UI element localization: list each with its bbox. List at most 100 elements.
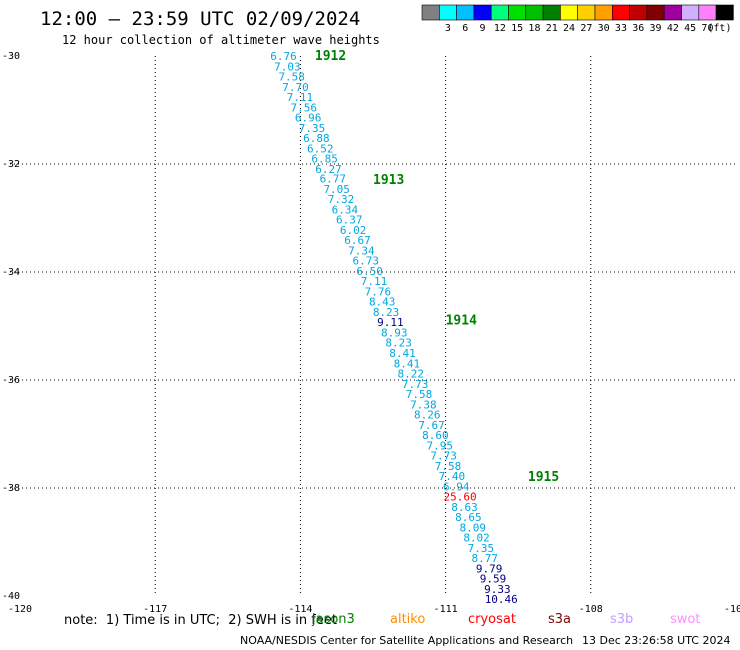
track-id-label: 1914 xyxy=(446,314,477,329)
track-id-label: 1912 xyxy=(315,49,346,64)
colorbar-tick-label: 6 xyxy=(462,23,468,34)
x-tick-label: -117 xyxy=(143,604,167,615)
swh-data-label: 8.09 xyxy=(459,521,486,534)
colorbar-tick-label: 70 xyxy=(701,23,713,34)
swh-data-label: 7.70 xyxy=(282,81,309,94)
colorbar-tick-label: 9 xyxy=(480,23,486,34)
mission-label-swot: swot xyxy=(670,612,701,627)
swh-data-label: 7.58 xyxy=(435,460,462,473)
swh-data-label: 7.76 xyxy=(365,285,392,298)
colorbar-tick-label: 15 xyxy=(511,23,523,34)
colorbar-tick-label: 45 xyxy=(684,23,696,34)
swh-data-label: 7.35 xyxy=(468,542,495,555)
colorbar-tick-label: 36 xyxy=(632,23,644,34)
swh-data-label: 10.46 xyxy=(485,593,518,606)
swh-data-label: 7.34 xyxy=(348,244,375,257)
swh-data-label: 7.11 xyxy=(287,91,314,104)
y-tick-label: -34 xyxy=(2,267,20,278)
swh-data-label: 6.37 xyxy=(336,214,363,227)
mission-label-s3b: s3b xyxy=(610,612,634,627)
swh-data-label: 9.59 xyxy=(480,573,507,586)
swh-data-label: 7.40 xyxy=(439,470,466,483)
swh-data-label: 6.76 xyxy=(270,50,297,63)
swh-data-label: 7.05 xyxy=(323,183,350,196)
y-tick-label: -40 xyxy=(2,591,20,602)
swh-data-label: 7.58 xyxy=(278,71,305,84)
swh-data-label: 6.88 xyxy=(303,132,330,145)
swh-data-label: 8.41 xyxy=(394,357,421,370)
x-tick-label: -108 xyxy=(579,604,603,615)
swh-data-label: 8.23 xyxy=(385,337,412,350)
colorbar-tick-label: 42 xyxy=(667,23,679,34)
colorbar-unit-label: (ft) xyxy=(707,23,731,34)
swh-data-label: 9.79 xyxy=(476,562,503,575)
swh-data-label: 8.93 xyxy=(381,326,408,339)
swh-data-label: 6.67 xyxy=(344,234,371,247)
track-id-label: 1915 xyxy=(528,470,559,485)
mission-label-altiko: altiko xyxy=(390,612,426,627)
y-tick-label: -32 xyxy=(2,159,20,170)
footer-note: note: 1) Time is in UTC; 2) SWH is in fe… xyxy=(64,613,337,628)
swh-data-label: 8.26 xyxy=(414,409,441,422)
swh-data-label: 7.56 xyxy=(291,101,318,114)
swh-data-label: 8.77 xyxy=(472,552,499,565)
colorbar-tick-label: 18 xyxy=(528,23,540,34)
chart-title: 12:00 — 23:59 UTC 02/09/2024 xyxy=(40,8,361,30)
colorbar-tick-label: 12 xyxy=(494,23,506,34)
generated-timestamp: 13 Dec 23:26:58 UTC 2024 xyxy=(582,634,731,647)
x-tick-label: -111 xyxy=(434,604,458,615)
colorbar-tick-label: 24 xyxy=(563,23,575,34)
swh-data-label: 6.85 xyxy=(311,153,338,166)
swh-data-label: 7.38 xyxy=(410,398,437,411)
swh-data-label: 7.58 xyxy=(406,388,433,401)
x-tick-label: -105 xyxy=(724,604,740,615)
swh-data-label: 6.50 xyxy=(356,265,383,278)
y-tick-label: -36 xyxy=(2,375,20,386)
swh-data-label: 6.52 xyxy=(307,142,334,155)
swh-data-label: 6.73 xyxy=(352,255,379,268)
swh-data-label: 6.02 xyxy=(340,224,367,237)
swh-data-label: 6.27 xyxy=(315,163,342,176)
swh-data-label: 6.34 xyxy=(332,203,359,216)
swh-data-label: 6.96 xyxy=(295,112,322,125)
swh-data-label: 7.67 xyxy=(418,419,445,432)
swh-data-label: 9.33 xyxy=(484,583,511,596)
colorbar-tick-label: 39 xyxy=(650,23,662,34)
swh-data-label: 8.22 xyxy=(398,368,425,381)
colorbar-tick-label: 21 xyxy=(546,23,558,34)
swh-data-label: 9.11 xyxy=(377,316,404,329)
colorbar-swatch xyxy=(715,4,734,21)
swh-data-label: 7.35 xyxy=(299,122,326,135)
swh-data-label: 8.23 xyxy=(373,306,400,319)
colorbar-tick-label: 33 xyxy=(615,23,627,34)
swh-data-label: 8.65 xyxy=(455,511,482,524)
colorbar-tick-label: 27 xyxy=(580,23,592,34)
swh-data-label: 8.63 xyxy=(451,501,478,514)
track-id-label: 1913 xyxy=(373,173,404,188)
x-tick-label: -120 xyxy=(8,604,32,615)
swh-data-label: 25.60 xyxy=(444,491,477,504)
credit-text: NOAA/NESDIS Center for Satellite Applica… xyxy=(240,634,574,647)
colorbar-tick-label: 30 xyxy=(598,23,610,34)
swh-data-label: 6.77 xyxy=(320,173,347,186)
color-legend: 3 6 9 12 15 18 21 24 27 30 33 36 39 42 45 70(ft) xyxy=(421,4,734,34)
swh-data-label: 8.43 xyxy=(369,296,396,309)
chart-subtitle: 12 hour collection of altimeter wave hei… xyxy=(62,33,380,47)
swh-data-label: 6.94 xyxy=(443,480,470,493)
y-tick-label: -38 xyxy=(2,483,20,494)
swh-data-label: 8.41 xyxy=(389,347,416,360)
y-tick-label: -30 xyxy=(2,51,20,62)
x-tick-label: -114 xyxy=(288,604,312,615)
swh-data-label: 8.60 xyxy=(422,429,449,442)
swh-data-label: 7.32 xyxy=(328,193,355,206)
swh-data-label: 8.02 xyxy=(463,532,490,545)
colorbar-tick-label: 3 xyxy=(445,23,451,34)
swh-data-label: 7.73 xyxy=(402,378,429,391)
swh-data-label: 7.11 xyxy=(361,275,388,288)
swh-data-label: 7.95 xyxy=(427,439,454,452)
mission-label-cryosat: cryosat xyxy=(468,612,516,627)
mission-label-s3a: s3a xyxy=(548,612,572,627)
swh-data-label: 7.03 xyxy=(274,60,301,73)
mission-label-jason3: jason3 xyxy=(312,612,355,627)
